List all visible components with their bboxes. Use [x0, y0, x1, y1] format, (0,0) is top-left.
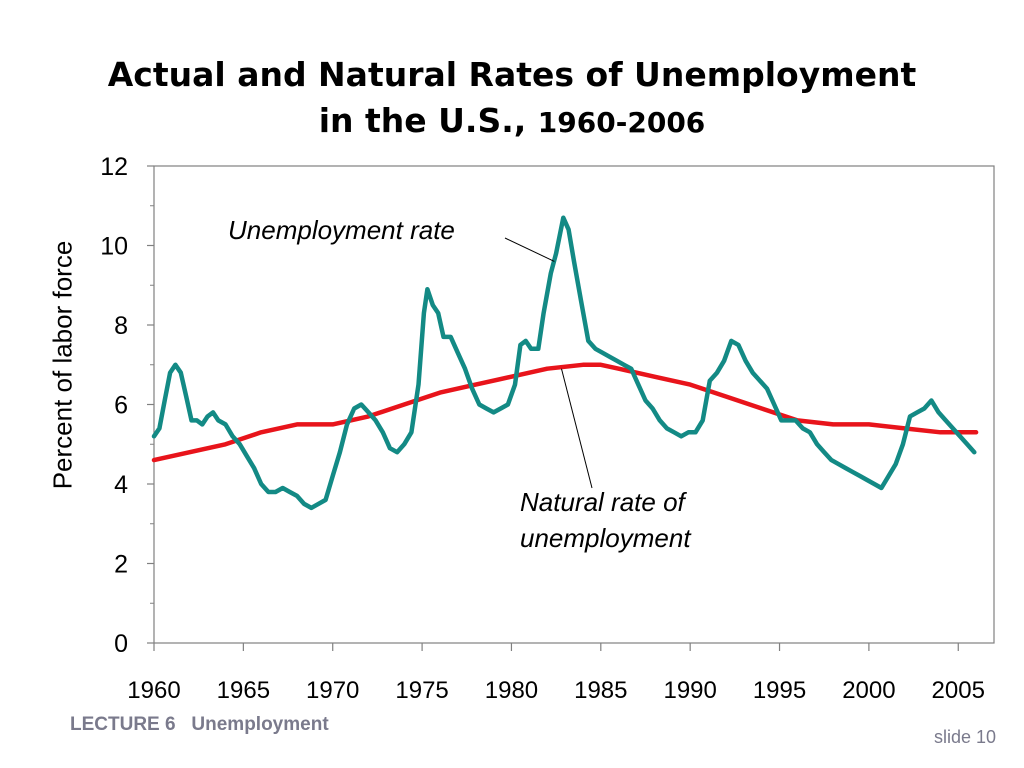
- title-line-2: in the U.S., 1960-2006: [0, 98, 1024, 146]
- leader-line-natural-rate: [561, 368, 593, 489]
- x-tick-label-1970: 1970: [306, 677, 359, 704]
- x-tick-label-1960: 1960: [127, 677, 180, 704]
- x-tick-label-1985: 1985: [574, 677, 627, 704]
- annotation-natural-rate: Natural rate of unemployment: [520, 487, 691, 553]
- series-line-unemployment-rate: [151, 215, 977, 511]
- x-tick-label-1975: 1975: [395, 677, 448, 704]
- title-years: 1960-2006: [537, 106, 706, 139]
- footer-lecture-label: LECTURE 6 Unemployment: [70, 714, 329, 735]
- x-tick-label-1980: 1980: [485, 677, 538, 704]
- x-tick-label-2000: 2000: [842, 677, 895, 704]
- x-tick-label-1965: 1965: [217, 677, 270, 704]
- y-tick-label-4: 4: [114, 471, 128, 499]
- title-line-2-text: in the U.S.,: [318, 101, 538, 140]
- y-tick-label-10: 10: [100, 233, 128, 261]
- y-axis-title: Percent of labor force: [47, 240, 78, 490]
- leader-line-unemployment-rate: [504, 237, 555, 262]
- x-tick-label-1995: 1995: [753, 677, 806, 704]
- slide-title: Actual and Natural Rates of Unemployment…: [0, 52, 1024, 146]
- y-tick-label-8: 8: [114, 312, 128, 340]
- x-tick-label-2005: 2005: [932, 677, 985, 704]
- annotation-unemployment-rate: Unemployment rate: [228, 215, 455, 245]
- title-line-1: Actual and Natural Rates of Unemployment: [107, 55, 917, 94]
- y-tick-label-6: 6: [114, 392, 128, 420]
- y-tick-label-12: 12: [100, 153, 128, 181]
- x-tick-label-1990: 1990: [663, 677, 716, 704]
- series-line-natural-rate: [151, 362, 979, 463]
- slide-number: slide 10: [933, 727, 996, 747]
- y-tick-label-0: 0: [114, 630, 128, 658]
- y-tick-label-2: 2: [114, 551, 128, 579]
